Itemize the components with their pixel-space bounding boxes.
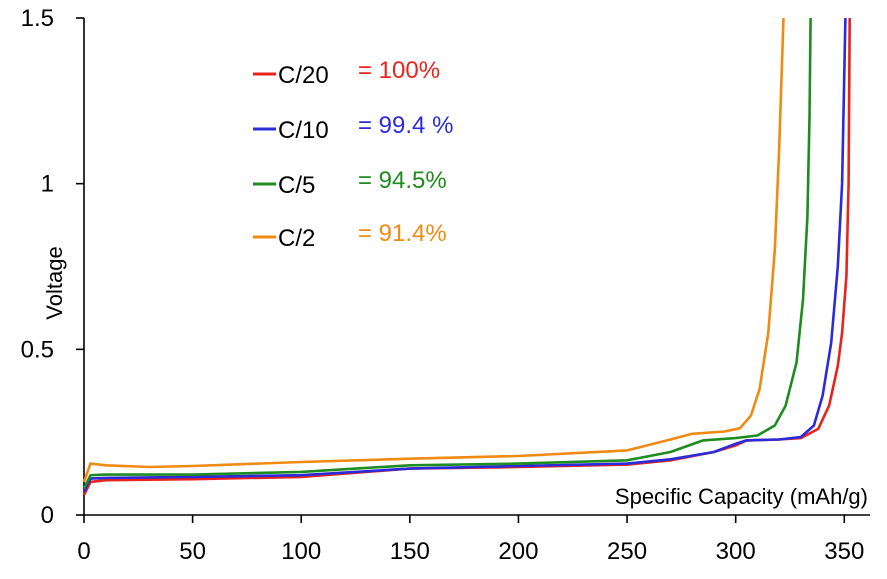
x-tick-label: 350	[824, 538, 864, 565]
axes-layer: 0 0.5 1 1.5 0 50 100 150 200 250 300 350	[21, 5, 870, 565]
legend-value-label: = 99.4 %	[358, 112, 453, 139]
series-line-c-5	[82, 17, 812, 490]
y-axis-title: Voltage	[42, 246, 67, 319]
y-tick-label: 0	[41, 502, 54, 529]
x-tick-label: 100	[281, 538, 321, 565]
legend-label: C/5	[278, 172, 315, 199]
x-tick-label: 150	[390, 538, 430, 565]
legend: C/20 = 100% C/10 = 99.4 % C/5 = 94.5% C/2 = 91.…	[253, 57, 453, 252]
x-tick-label: 250	[607, 538, 647, 565]
x-tick-label: 50	[179, 538, 206, 565]
x-tick-label: 200	[498, 538, 538, 565]
series-line-c-2	[82, 17, 785, 483]
x-tick-label: 300	[716, 538, 756, 565]
legend-label: C/10	[278, 117, 329, 144]
y-tick-label: 0.5	[21, 336, 54, 363]
legend-value-label: = 94.5%	[358, 167, 447, 194]
series-line-c-10	[82, 17, 847, 493]
y-tick-label: 1	[41, 171, 54, 198]
x-tick-label: 0	[77, 538, 90, 565]
series-layer	[82, 17, 851, 496]
legend-label: C/2	[278, 225, 315, 252]
x-axis-title: Specific Capacity (mAh/g)	[615, 484, 868, 509]
series-line-c-20	[82, 17, 851, 496]
legend-value-label: = 100%	[358, 57, 440, 84]
legend-label: C/20	[278, 62, 329, 89]
legend-value-label: = 91.4%	[358, 220, 447, 247]
y-tick-label: 1.5	[21, 5, 54, 32]
